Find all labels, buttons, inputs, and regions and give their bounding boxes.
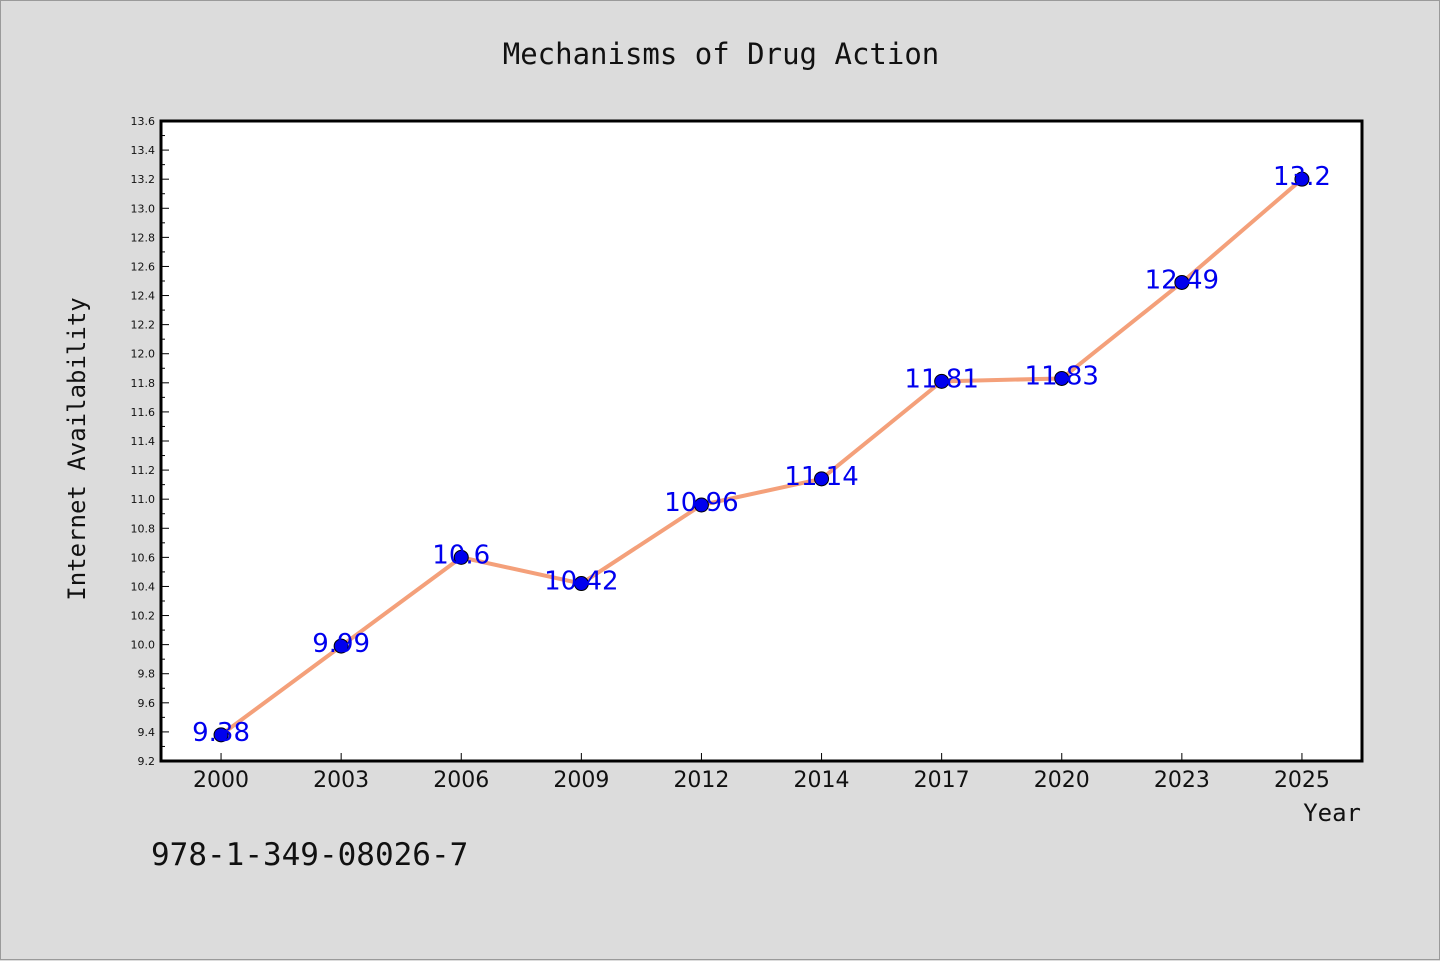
- y-tick-label: 13.0: [131, 202, 156, 215]
- data-labels: 9.38 9.99 10.6 10.42 10.96 11.14 11.81 11.83 12.…: [192, 162, 1331, 748]
- y-tick-label: 9.6: [138, 697, 156, 710]
- data-point: [934, 373, 950, 389]
- y-tick-label: 10.0: [131, 639, 156, 652]
- x-tick-label: 2009: [553, 768, 609, 793]
- x-tick-label: 2012: [673, 768, 729, 793]
- x-tick-label: 2006: [433, 768, 489, 793]
- chart-title: Mechanisms of Drug Action: [503, 37, 940, 71]
- data-point: [814, 471, 830, 487]
- y-tick-label: 12.2: [131, 319, 156, 332]
- isbn-text: 978-1-349-08026-7: [151, 837, 468, 873]
- x-tick-label: 2014: [794, 768, 850, 793]
- data-label: 11.14: [784, 462, 858, 492]
- y-tick-label: 11.6: [131, 406, 156, 419]
- x-tick-label: 2023: [1154, 768, 1210, 793]
- data-label: 11.83: [1025, 361, 1099, 391]
- y-tick-label: 12.8: [131, 231, 156, 244]
- y-tick-label: 12.0: [131, 348, 156, 361]
- data-point: [213, 727, 229, 743]
- series-line-group: [219, 177, 1304, 737]
- y-tick-label: 13.2: [131, 173, 156, 186]
- y-tick-label: 11.0: [131, 493, 156, 506]
- data-label: 10.42: [544, 567, 618, 597]
- data-point: [1294, 171, 1310, 187]
- y-tick-label: 11.8: [131, 377, 156, 390]
- data-point: [453, 549, 469, 565]
- x-tick-label: 2003: [313, 768, 369, 793]
- x-tick-label: 2000: [193, 768, 249, 793]
- y-tick-label: 13.6: [131, 115, 156, 128]
- data-point: [573, 576, 589, 592]
- y-tick-label: 10.2: [131, 610, 156, 623]
- y-tick-label: 9.4: [138, 726, 156, 739]
- data-label: 9.99: [312, 629, 370, 659]
- data-label: 11.81: [904, 364, 978, 394]
- data-label: 13.2: [1273, 162, 1331, 192]
- y-tick-label: 11.4: [131, 435, 156, 448]
- y-tick-label: 10.8: [131, 522, 156, 535]
- series-line: [219, 177, 1304, 737]
- data-point: [333, 638, 349, 654]
- data-label: 9.38: [192, 718, 250, 748]
- y-tick-label: 9.2: [138, 755, 156, 768]
- y-tick-label: 13.4: [131, 144, 156, 157]
- y-tick-label: 11.2: [131, 464, 156, 477]
- data-label: 10.6: [432, 540, 490, 570]
- y-tick-label: 10.6: [131, 551, 156, 564]
- data-point: [693, 497, 709, 513]
- data-point: [1054, 370, 1070, 386]
- x-tick-label: 2017: [914, 768, 970, 793]
- data-point: [1174, 274, 1190, 290]
- data-markers: [213, 171, 1310, 743]
- x-tick-label: 2025: [1274, 768, 1330, 793]
- y-tick-label: 12.4: [131, 290, 156, 303]
- y-tick-label: 12.6: [131, 260, 156, 273]
- y-axis: 9.2 9.4 9.6 9.8 10.0 10.2 10.4 10.6 10.8 11.0 11.2…: [131, 115, 169, 768]
- x-axis: 2000 2003 2006 2009 2012 2014 2017 2020 2023 2025: [193, 753, 1330, 793]
- y-tick-label: 9.8: [138, 668, 156, 681]
- plot-area: [159, 119, 1364, 763]
- x-axis-label: Year: [1303, 799, 1361, 827]
- y-tick-label: 10.4: [131, 580, 156, 593]
- data-label: 12.49: [1145, 265, 1219, 295]
- x-tick-label: 2020: [1034, 768, 1090, 793]
- y-axis-label: Internet Availability: [63, 297, 91, 600]
- data-label: 10.96: [664, 488, 738, 518]
